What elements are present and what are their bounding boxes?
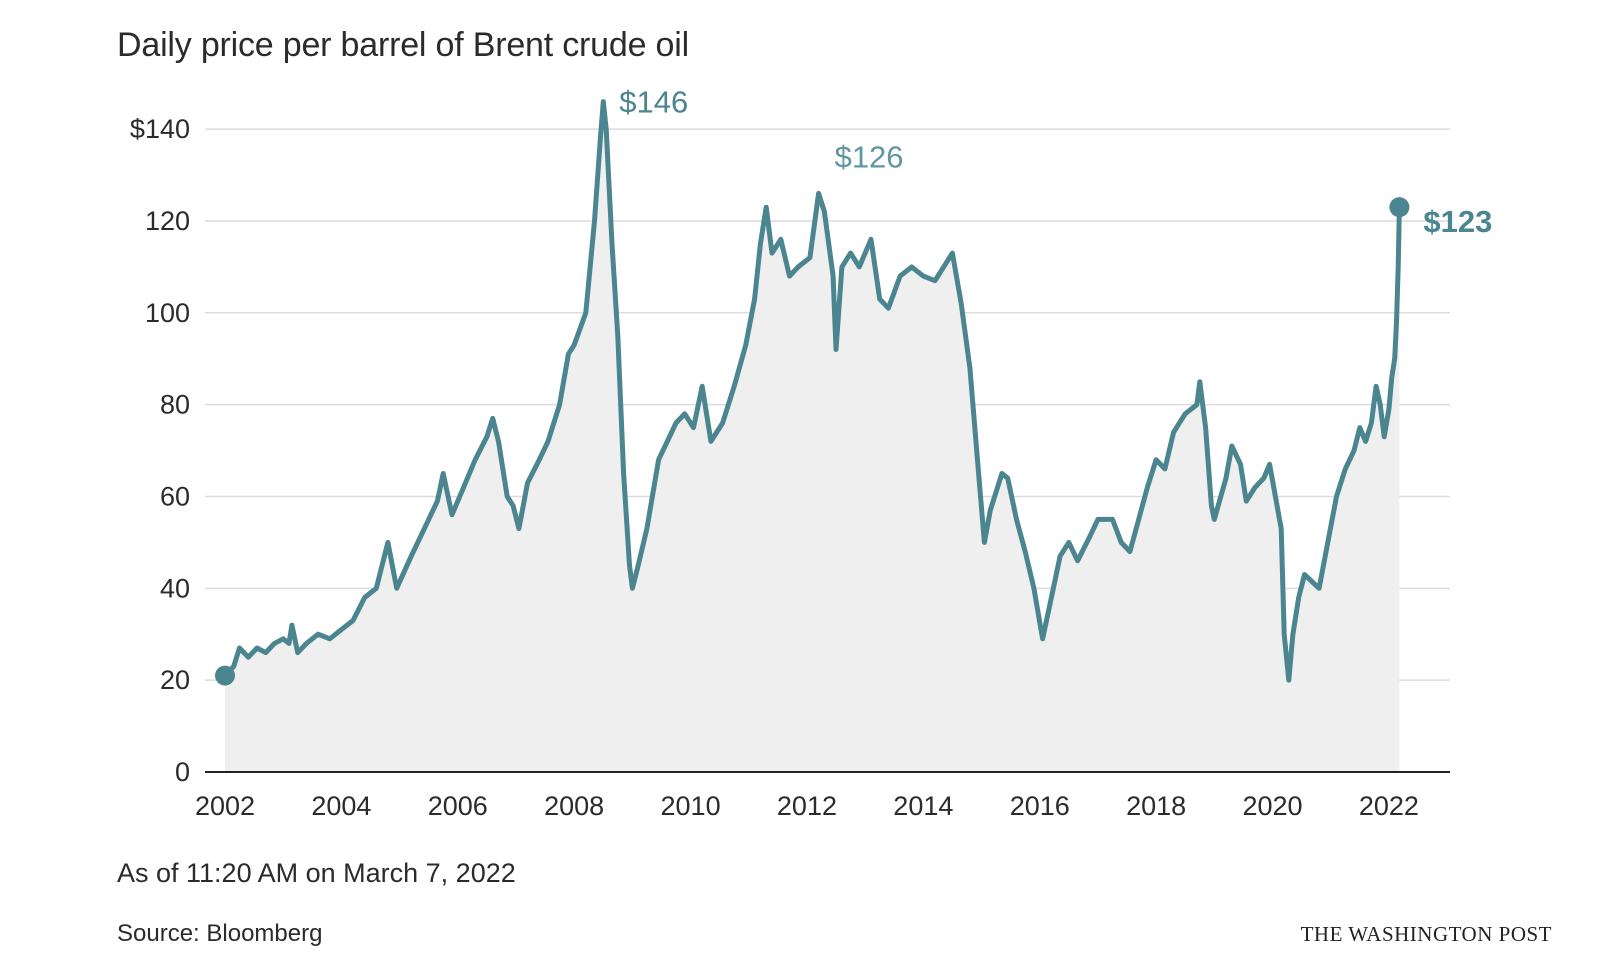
publisher-logo: THE WASHINGTON POST: [1300, 922, 1552, 946]
endpoint-marker: [215, 665, 235, 686]
y-tick-label: 100: [145, 298, 190, 328]
value-annotation: $146: [619, 85, 688, 120]
source-credit: Source: Bloomberg: [117, 920, 323, 947]
value-annotation: $126: [835, 139, 904, 174]
x-tick-label: 2012: [777, 791, 837, 821]
y-tick-label: $140: [130, 114, 190, 144]
annotations: $146 $126 $123: [619, 85, 1492, 240]
x-tick-label: 2008: [544, 791, 604, 821]
endpoint-marker: [1389, 197, 1410, 218]
x-tick-label: 2014: [893, 791, 953, 821]
x-tick-label: 2010: [661, 791, 721, 821]
value-annotation: $123: [1423, 204, 1492, 239]
axes: 2002 2004 2006 2008 2010 2012 2014 2016 2018 2020…: [195, 771, 1450, 821]
x-tick-label: 2016: [1010, 791, 1070, 821]
y-tick-label: 80: [160, 390, 190, 420]
endpoint-markers: [215, 197, 1410, 686]
price-line: [222, 99, 1402, 683]
x-tick-label: 2006: [428, 791, 488, 821]
price-area-fill: [225, 101, 1400, 773]
y-tick-label: 0: [175, 757, 190, 787]
x-tick-label: 2022: [1359, 791, 1419, 821]
chart-title: Daily price per barrel of Brent crude oi…: [117, 26, 689, 64]
timestamp-note: As of 11:20 AM on March 7, 2022: [117, 858, 516, 888]
x-tick-label: 2004: [311, 791, 371, 821]
y-tick-label: 120: [145, 206, 190, 236]
y-tick-label: 60: [160, 481, 190, 511]
x-tick-label: 2020: [1242, 791, 1302, 821]
x-tick-label: 2002: [195, 791, 255, 821]
y-tick-label: 20: [160, 665, 190, 695]
x-tick-label: 2018: [1126, 791, 1186, 821]
y-tick-label: 40: [160, 573, 190, 603]
